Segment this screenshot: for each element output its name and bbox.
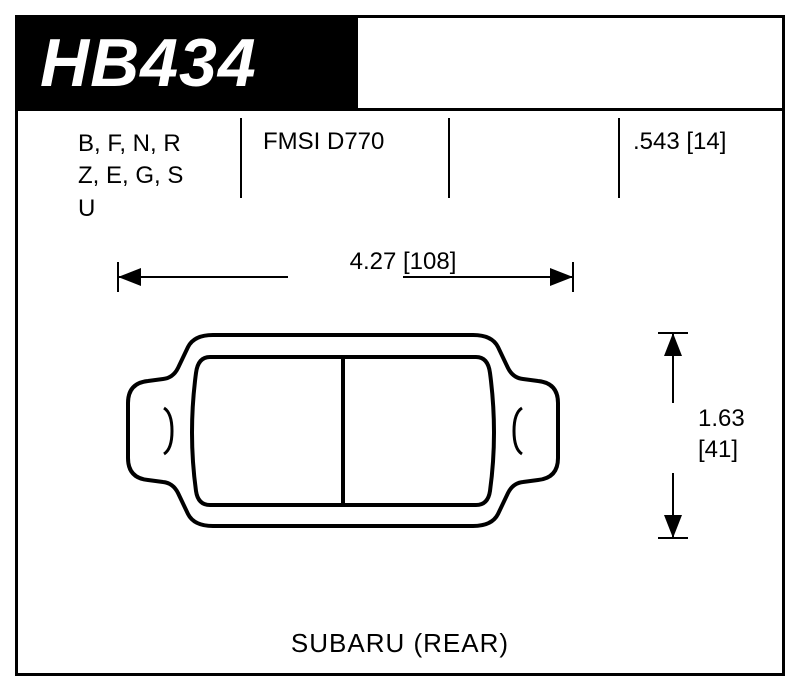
thickness-inches: .543 <box>633 128 680 155</box>
codes-line-1: B, F, N, R <box>78 128 183 160</box>
divider <box>18 108 782 111</box>
brake-pad-outline-icon <box>118 333 568 553</box>
separator-tick <box>240 118 242 198</box>
part-number: HB434 <box>40 24 257 102</box>
thickness-mm: [14] <box>686 128 726 155</box>
separator-tick <box>618 118 620 198</box>
height-label: 1.63 [41] <box>698 403 745 465</box>
height-arrow-icon <box>658 323 688 548</box>
fmsi-code: FMSI D770 <box>263 128 384 156</box>
height-inches: 1.63 <box>698 403 745 434</box>
height-mm: [41] <box>698 434 745 465</box>
compound-codes: B, F, N, R Z, E, G, S U <box>78 128 183 225</box>
codes-line-2: Z, E, G, S <box>78 160 183 192</box>
title-bar: HB434 <box>18 18 358 108</box>
diagram-frame: HB434 B, F, N, R Z, E, G, S U FMSI D770 … <box>15 15 785 676</box>
width-arrow-icon <box>113 262 578 292</box>
thickness-label: .543 [14] <box>633 128 726 156</box>
separator-tick <box>448 118 450 198</box>
vehicle-label: SUBARU (REAR) <box>18 628 782 659</box>
codes-line-3: U <box>78 193 183 225</box>
